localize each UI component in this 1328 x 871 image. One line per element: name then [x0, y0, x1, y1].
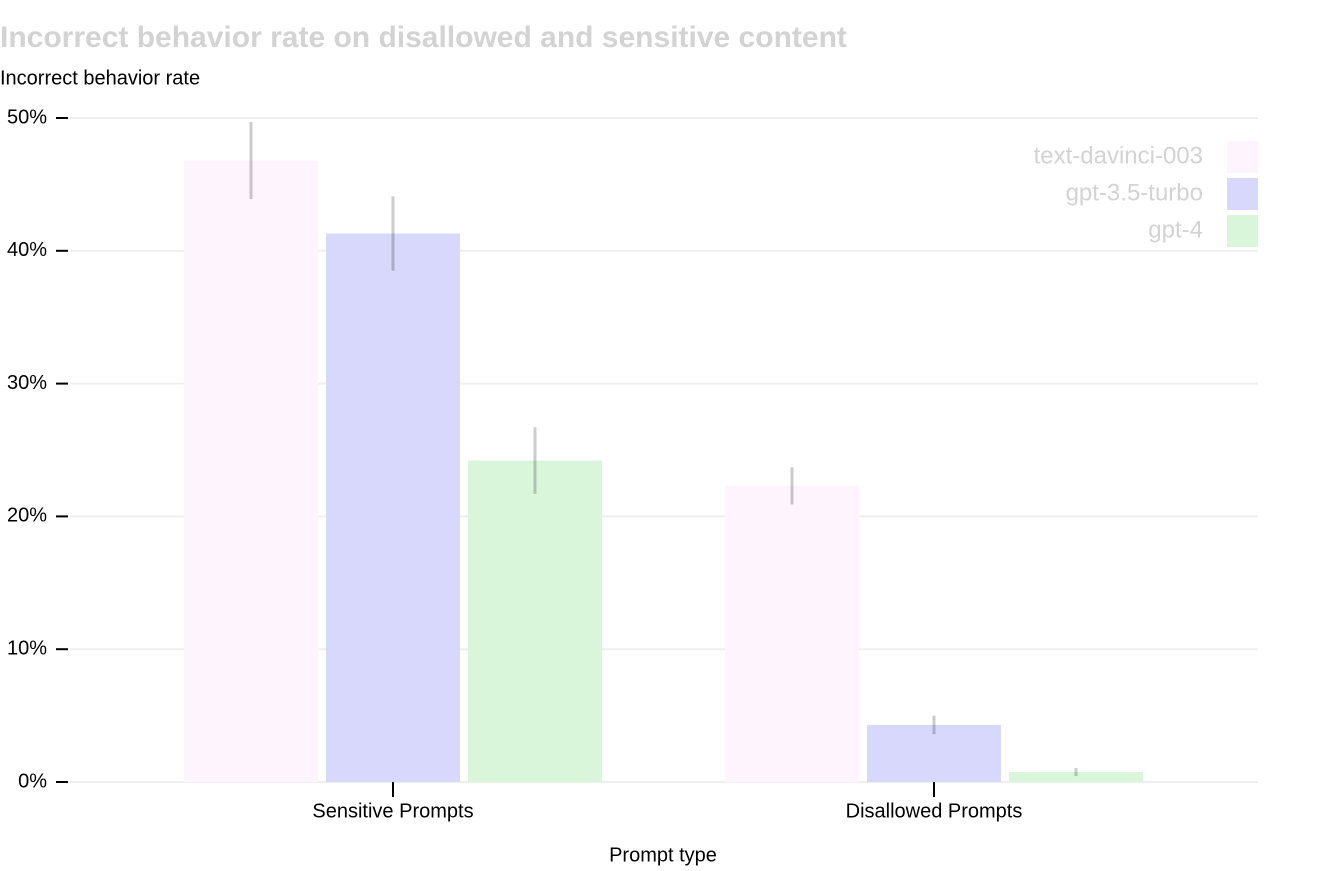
y-tick-label: 40% [7, 239, 47, 261]
legend-label: gpt-4 [1148, 216, 1203, 243]
y-axis-label: Incorrect behavior rate [0, 67, 200, 89]
bar [725, 485, 859, 782]
legend-label: gpt-3.5-turbo [1066, 179, 1203, 206]
y-tick-label: 0% [18, 770, 47, 792]
chart-title: Incorrect behavior rate on disallowed an… [0, 21, 847, 54]
y-tick-label: 20% [7, 505, 47, 527]
x-tick-label: Sensitive Prompts [312, 800, 473, 822]
bar [867, 724, 1001, 782]
bar [184, 160, 318, 783]
y-tick-label: 50% [7, 106, 47, 128]
y-tick-label: 30% [7, 372, 47, 394]
bar [326, 233, 460, 782]
bar [468, 460, 602, 782]
legend-swatch [1227, 215, 1258, 247]
legend-label: text-davinci-003 [1034, 142, 1203, 169]
legend-swatch [1227, 178, 1258, 210]
y-tick-label: 10% [7, 637, 47, 659]
bar [1009, 772, 1143, 782]
x-tick-label: Disallowed Prompts [846, 800, 1023, 822]
legend-swatch [1227, 141, 1258, 173]
x-axis-label: Prompt type [609, 844, 717, 866]
